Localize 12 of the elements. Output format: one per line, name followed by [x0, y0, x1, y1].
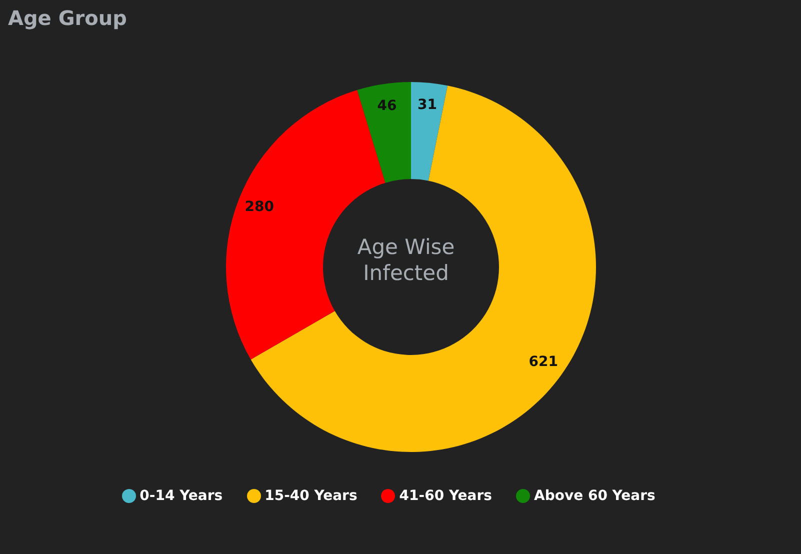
data-label: 31 — [417, 96, 437, 113]
donut-slice — [357, 82, 411, 183]
data-label: 280 — [244, 199, 274, 216]
chart-title: Age Group — [8, 6, 127, 30]
text: Age Wise Infected — [356, 234, 456, 286]
data-label: 46 — [377, 98, 397, 114]
legend-label: Above 60 Years — [534, 488, 656, 504]
legend-label: 0-14 Years — [140, 488, 223, 504]
legend-label: 15-40 Years — [264, 488, 358, 504]
donut-slice — [411, 82, 448, 181]
data-label: 621 — [528, 354, 558, 370]
legend-label: 41-60 Years — [399, 488, 492, 504]
